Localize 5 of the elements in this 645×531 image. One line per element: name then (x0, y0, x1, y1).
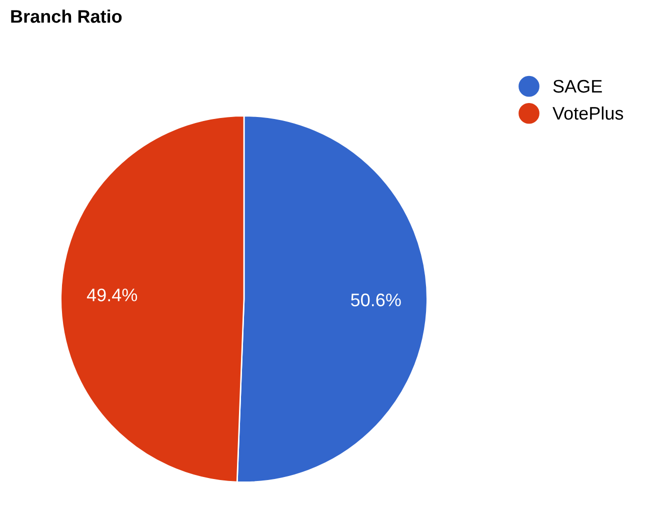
data-label: 49.4% (86, 288, 138, 302)
data-label: 50.6% (351, 294, 401, 306)
legend-label: SAGE (553, 80, 602, 93)
chart-title: Branch Ratio (11, 10, 122, 23)
legend-label: VotePlus (552, 106, 624, 120)
